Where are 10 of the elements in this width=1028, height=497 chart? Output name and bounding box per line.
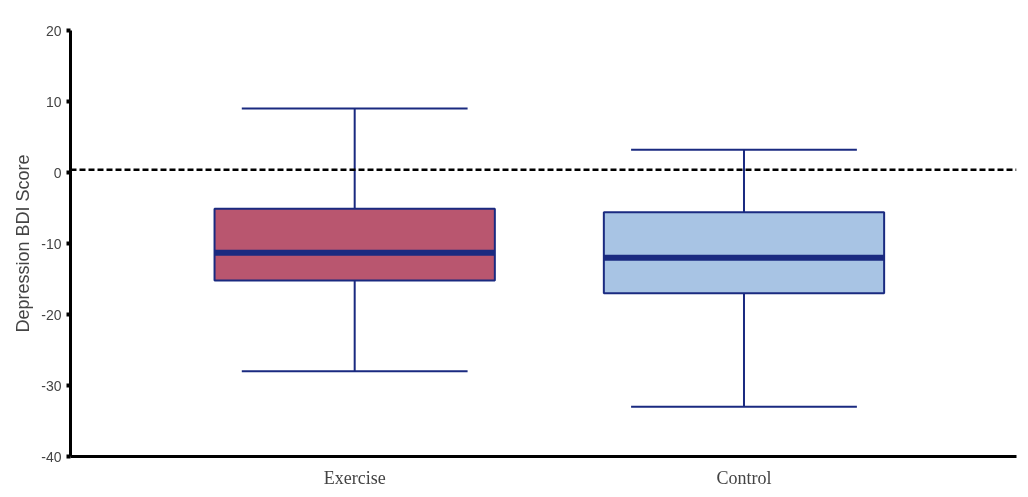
x-tick-label: Exercise [323,467,386,488]
y-axis-title: Depression BDI Score [13,154,34,333]
y-tick-label: 20 [45,22,62,39]
y-tick-label: -10 [41,235,62,252]
y-tick-label: 0 [53,164,62,181]
y-tick-label: -30 [41,377,62,394]
y-tick-label: -20 [41,306,62,323]
y-tick-label: 10 [45,93,62,110]
y-tick-label: -40 [41,448,62,465]
x-tick-label: Control [716,467,772,488]
